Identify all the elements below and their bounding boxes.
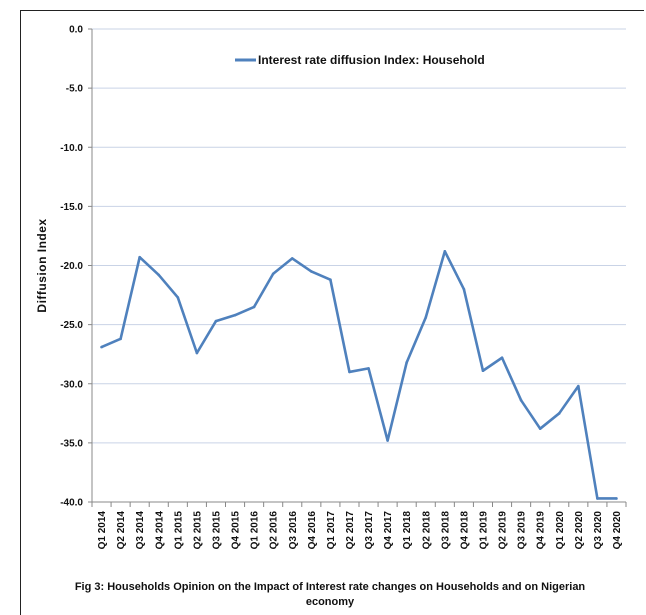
x-tick-label: Q4 2018: [459, 511, 470, 550]
x-tick-label: Q4 2014: [154, 511, 165, 550]
data-point: [119, 337, 122, 341]
data-point: [577, 384, 580, 388]
x-tick-label: Q2 2019: [498, 511, 509, 550]
data-point: [100, 345, 103, 349]
data-point: [214, 319, 218, 323]
data-point: [596, 497, 599, 500]
y-tick-label: -30.0: [60, 379, 83, 390]
x-tick-label: Q2 2016: [269, 511, 280, 550]
legend-label: Interest rate diffusion Index: Household: [258, 53, 485, 67]
data-point: [557, 412, 561, 415]
data-point: [157, 273, 161, 277]
figure-caption: Fig 3: Households Opinion on the Impact …: [74, 581, 586, 608]
x-tick-marks: [91, 502, 627, 507]
data-point: [329, 278, 332, 281]
legend: Interest rate diffusion Index: Household: [235, 53, 485, 67]
x-tick-label: Q1 2019: [478, 511, 489, 550]
data-point: [481, 369, 485, 373]
data-point: [271, 272, 275, 276]
x-tick-label: Q1 2016: [250, 511, 261, 550]
data-point: [615, 497, 618, 500]
x-tick-label: Q3 2016: [288, 511, 299, 550]
x-tick-label: Q4 2016: [307, 511, 318, 550]
data-point: [519, 399, 523, 402]
line-chart: 0.0 -5.0 -10.0 -15.0 -20.0 -25.0 -30.0 -35.0 -40…: [35, 25, 627, 550]
x-tick-label: Q4 2019: [536, 511, 547, 550]
y-axis-title: Diffusion Index: [35, 218, 49, 312]
y-tick-label: -15.0: [60, 202, 83, 213]
x-tick-label: Q1 2020: [555, 511, 566, 550]
y-tick-label: -25.0: [60, 320, 83, 331]
data-point: [233, 313, 237, 317]
data-point: [176, 296, 180, 299]
data-point: [538, 427, 542, 430]
y-tick-label: -5.0: [66, 84, 84, 95]
y-tick-labels: 0.0 -5.0 -10.0 -15.0 -20.0 -25.0 -30.0 -35.0 -40…: [60, 25, 83, 509]
data-point: [348, 370, 351, 374]
x-tick-label: Q2 2017: [345, 511, 356, 550]
data-point: [310, 270, 313, 273]
x-tick-label: Q2 2014: [116, 511, 127, 550]
x-tick-label: Q3 2019: [517, 511, 528, 550]
data-point: [462, 287, 466, 291]
data-point: [386, 439, 389, 442]
x-tick-label: Q4 2020: [612, 511, 623, 550]
y-tick-label: -10.0: [60, 143, 83, 154]
x-tick-label: Q2 2018: [421, 511, 432, 550]
data-point: [367, 367, 370, 370]
x-tick-label: Q1 2017: [326, 511, 337, 550]
series-line: [101, 250, 617, 500]
y-tick-label: -35.0: [60, 438, 83, 449]
x-tick-label: Q1 2015: [173, 511, 184, 550]
x-tick-label: Q3 2020: [593, 511, 604, 550]
data-point: [405, 361, 408, 364]
chart-frame: [20, 10, 644, 615]
x-tick-label: Q3 2014: [135, 511, 146, 550]
x-tick-label: Q2 2015: [192, 511, 203, 550]
x-tick-label: Q4 2017: [383, 511, 394, 550]
gridlines: [88, 28, 626, 503]
y-tick-label: 0.0: [69, 25, 83, 36]
y-tick-label: -40.0: [60, 498, 83, 509]
data-point: [195, 351, 199, 355]
data-point: [443, 250, 447, 253]
series-layer: [100, 250, 618, 500]
x-tick-label: Q3 2017: [364, 511, 375, 550]
x-tick-label: Q4 2015: [231, 511, 242, 550]
data-point: [500, 356, 504, 360]
y-tick-label: -20.0: [60, 261, 83, 272]
data-point: [290, 257, 294, 260]
x-tick-label: Q3 2015: [211, 511, 222, 550]
data-point: [138, 255, 141, 259]
x-tick-label: Q2 2020: [574, 511, 585, 550]
x-tick-labels: Q1 2014 Q2 2014 Q3 2014 Q4 2014 Q1 2015 Q2 20…: [97, 511, 623, 550]
x-tick-label: Q1 2014: [97, 511, 108, 550]
data-point: [424, 316, 428, 319]
x-tick-label: Q3 2018: [440, 511, 451, 550]
data-point: [252, 305, 256, 309]
x-tick-label: Q1 2018: [402, 511, 413, 550]
